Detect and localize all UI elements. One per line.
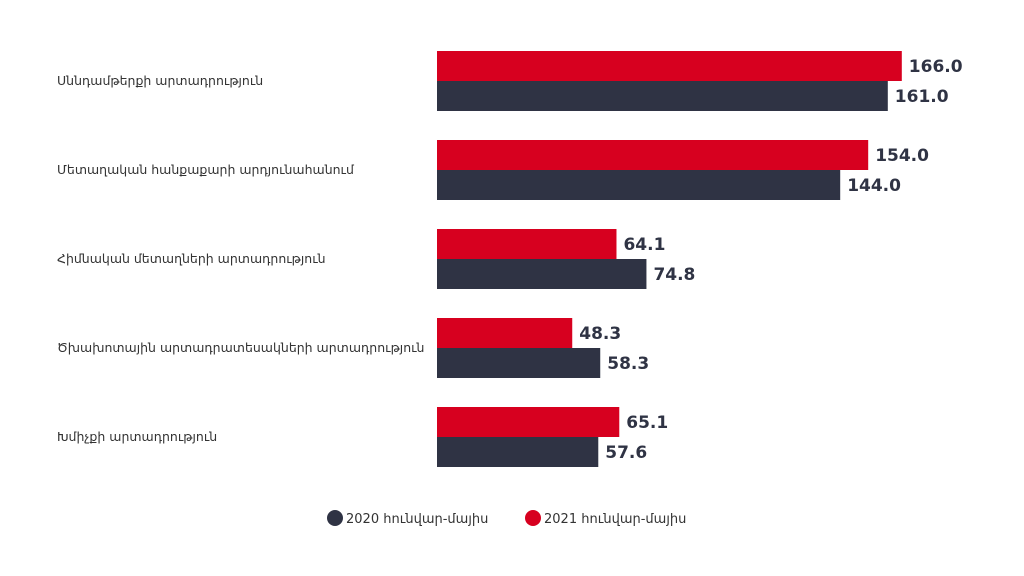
legend-marker: [525, 510, 541, 526]
legend-label: 2020 հունվար-մայիս: [346, 512, 488, 527]
bar-2020: [437, 259, 647, 289]
data-label: 64.1: [623, 235, 665, 255]
bar-2020: [437, 437, 599, 467]
legend-marker: [327, 510, 343, 526]
category-label: Խմիչքի արտադրություն: [57, 429, 217, 444]
data-label: 65.1: [626, 413, 668, 433]
bar-2021: [437, 318, 573, 348]
category-label: Ծխախոտային արտադրատեսակների արտադրությու…: [57, 340, 424, 355]
bar-2020: [437, 81, 888, 111]
data-label: 57.6: [605, 443, 647, 463]
category-labels: Սննդամթերքի արտադրություն Մետաղական հանքա…: [57, 73, 424, 444]
data-label: 166.0: [909, 57, 963, 77]
legend-label: 2021 հունվար-մայիս: [544, 512, 686, 527]
bar-2021: [437, 51, 902, 81]
bar-2020: [437, 348, 601, 378]
bar-2020: [437, 170, 841, 200]
category-label: Հիմնական մետաղների արտադրություն: [57, 251, 326, 266]
data-label: 48.3: [579, 324, 621, 344]
bar-2021: [437, 140, 869, 170]
category-label: Սննդամթերքի արտադրություն: [57, 73, 263, 88]
data-label: 161.0: [895, 87, 949, 107]
bar-2021: [437, 229, 617, 259]
value-labels: 166.0 161.0 154.0 144.0 64.1 74.8 48.3 58.3 65.1…: [579, 57, 963, 463]
data-label: 154.0: [875, 146, 929, 166]
data-label: 144.0: [847, 176, 901, 196]
category-label: Մետաղական հանքաքարի արդյունահանում: [57, 162, 355, 177]
data-label: 58.3: [607, 354, 649, 374]
data-label: 74.8: [653, 265, 695, 285]
bars-group: [437, 51, 902, 467]
bar-2021: [437, 407, 620, 437]
legend: 2020 հունվար-մայիս 2021 հունվար-մայիս: [327, 510, 686, 527]
